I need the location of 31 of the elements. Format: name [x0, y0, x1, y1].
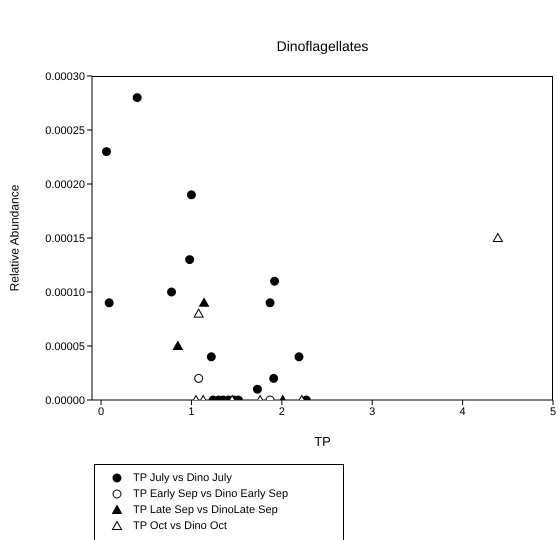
- x-tick-label: 3: [369, 406, 376, 418]
- chart-title: Dinoflagellates: [276, 38, 370, 54]
- x-tick-label: 1: [188, 406, 194, 418]
- y-tick-label: 0.00005: [45, 340, 85, 353]
- point: [492, 233, 503, 242]
- x-axis-title: TP: [314, 434, 331, 449]
- point: [266, 298, 275, 308]
- x-tick-label: 4: [460, 406, 466, 418]
- y-tick-label: 0.00010: [45, 286, 85, 299]
- y-tick-label: 0.00020: [45, 178, 85, 191]
- legend-label: TP Oct vs Dino Oct: [133, 520, 227, 532]
- point: [167, 288, 176, 296]
- x-tick-label: 5: [550, 406, 556, 418]
- y-axis-title: Relative Abundance: [7, 184, 22, 292]
- y-tick-label: 0.00015: [45, 232, 85, 245]
- legend-label: TP July vs Dino July: [133, 472, 232, 484]
- legend-label: TP Late Sep vs DinoLate Sep: [133, 504, 278, 516]
- point: [270, 276, 280, 286]
- point: [102, 147, 111, 156]
- point: [186, 190, 196, 200]
- x-tick-label: 2: [278, 406, 285, 418]
- y-tick-label: 0.00000: [45, 394, 85, 407]
- y-tick-label: 0.00030: [45, 70, 85, 83]
- point: [185, 255, 194, 264]
- point: [104, 298, 114, 308]
- x-tick-label: 0: [98, 406, 104, 418]
- y-tick-label: 0.00025: [45, 124, 85, 137]
- legend-label: TP Early Sep vs Dino Early Sep: [133, 488, 288, 500]
- point: [199, 298, 210, 307]
- point: [194, 308, 204, 318]
- point: [172, 341, 183, 350]
